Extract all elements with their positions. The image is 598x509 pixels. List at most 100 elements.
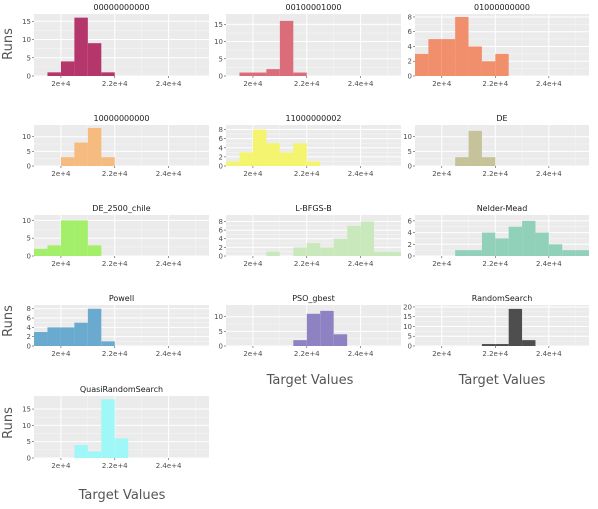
histogram-bar <box>87 43 102 76</box>
y-tick-label: 0 <box>219 163 223 171</box>
histogram-bar <box>101 72 115 76</box>
histogram-bar <box>428 39 442 76</box>
histogram-bar <box>333 238 348 256</box>
y-tick-label: 10 <box>22 133 31 141</box>
x-tick-label: 2.4e+4 <box>536 260 562 268</box>
y-tick-label: 10 <box>214 313 223 321</box>
y-tick-label: 0 <box>27 163 31 171</box>
panel-title: DE <box>496 114 507 123</box>
panel-2: 00100001000 0 5 10 15 2e+4 2.2e+4 2.4e+4 <box>214 3 401 88</box>
x-tick-label: 2e+4 <box>432 260 452 268</box>
x-tick-label: 2.2e+4 <box>102 260 128 268</box>
figure-ylabel-row5: Runs <box>1 407 16 439</box>
histogram-bar <box>562 250 576 256</box>
histogram-bar <box>87 308 102 346</box>
histogram-bar <box>441 39 456 76</box>
histogram-bar <box>535 232 549 256</box>
histogram-bar <box>508 226 523 256</box>
panel-title: 11000000002 <box>286 114 342 123</box>
x-tick-label: 2.2e+4 <box>102 170 128 178</box>
y-tick-label: 6 <box>27 315 32 323</box>
y-tick-label: 5 <box>27 438 31 446</box>
x-tick-label: 2.4e+4 <box>156 260 182 268</box>
histogram-bar <box>293 143 307 166</box>
histogram-bar <box>360 221 375 256</box>
histogram-bar <box>495 344 509 346</box>
histogram-bar <box>226 161 240 166</box>
panel-title: Nelder-Mead <box>477 204 528 213</box>
panel-title: 01000000000 <box>474 3 530 12</box>
y-tick-label: 4 <box>408 229 413 237</box>
histogram-bar <box>266 69 280 76</box>
panel-title: 00100001000 <box>286 3 342 12</box>
panel-title: 00000000000 <box>94 3 150 12</box>
histogram-bar <box>293 340 307 346</box>
histogram-bar <box>306 161 321 166</box>
panel-title: RandomSearch <box>472 294 533 303</box>
histogram-bar <box>279 152 294 166</box>
x-tick-label: 2.4e+4 <box>348 350 374 358</box>
y-tick-label: 5 <box>27 148 31 156</box>
histogram-bar <box>101 341 115 346</box>
histogram-bar <box>455 250 469 256</box>
histogram-bar <box>508 308 523 346</box>
histogram-bar <box>87 127 102 166</box>
histogram-bar <box>293 72 307 76</box>
histogram-bar <box>239 152 253 166</box>
y-tick-label: 10 <box>22 217 31 225</box>
panel-3: 01000000000 0 2 4 6 8 2e+4 2.2e+4 2.4e+4 <box>408 3 589 88</box>
x-tick-label: 2.2e+4 <box>294 170 320 178</box>
histogram-bar <box>60 220 75 256</box>
y-tick-label: 8 <box>408 13 412 21</box>
y-tick-label: 8 <box>219 126 223 134</box>
histogram-bar <box>239 72 253 76</box>
histogram-bar <box>87 451 102 458</box>
histogram-bar <box>252 129 267 166</box>
histogram-bar <box>47 72 61 76</box>
histogram-bar <box>60 157 75 166</box>
histogram-bar <box>47 327 61 346</box>
y-tick-label: 8 <box>219 218 223 226</box>
x-tick-label: 2e+4 <box>51 170 71 178</box>
x-tick-label: 2.4e+4 <box>156 350 182 358</box>
x-tick-label: 2e+4 <box>243 170 263 178</box>
x-tick-label: 2.2e+4 <box>482 170 508 178</box>
figure-xlabel-col3: Target Values <box>458 373 546 388</box>
y-tick-label: 15 <box>214 21 223 29</box>
panel-title: 10000000000 <box>94 114 150 123</box>
histogram-bar <box>468 130 482 166</box>
x-tick-label: 2e+4 <box>432 350 452 358</box>
y-tick-label: 5 <box>408 148 412 156</box>
y-tick-label: 10 <box>22 422 31 430</box>
panel-11: PSO_gbest 0 5 10 2e+4 2.2e+4 2.4e+4 <box>214 294 401 358</box>
histogram-bar <box>320 247 334 256</box>
y-tick-label: 0 <box>408 343 412 351</box>
histogram-bar <box>60 327 75 346</box>
y-tick-label: 8 <box>27 305 31 313</box>
histogram-bar <box>468 46 482 76</box>
histogram-bar <box>347 225 361 256</box>
histogram-bar <box>279 20 294 76</box>
y-tick-label: 5 <box>27 54 31 62</box>
histogram-bar <box>74 444 88 458</box>
y-tick-label: 2 <box>408 241 412 249</box>
x-tick-label: 2e+4 <box>51 350 71 358</box>
x-tick-label: 2.2e+4 <box>482 350 508 358</box>
histogram-bar <box>266 251 280 256</box>
y-tick-label: 0 <box>219 73 223 81</box>
y-tick-label: 15 <box>22 406 31 414</box>
panel-title: Powell <box>109 294 134 303</box>
y-tick-label: 0 <box>27 73 31 81</box>
x-tick-label: 2.4e+4 <box>536 80 562 88</box>
histogram-bar <box>74 17 88 77</box>
x-tick-label: 2.4e+4 <box>156 462 182 470</box>
x-tick-label: 2.4e+4 <box>156 170 182 178</box>
panel-background <box>226 14 401 76</box>
histogram-bar <box>455 157 469 166</box>
y-tick-label: 2 <box>27 333 31 341</box>
y-tick-label: 15 <box>403 313 412 321</box>
histogram-bar <box>374 251 388 256</box>
y-tick-label: 0 <box>27 455 31 463</box>
y-tick-label: 2 <box>408 58 412 66</box>
